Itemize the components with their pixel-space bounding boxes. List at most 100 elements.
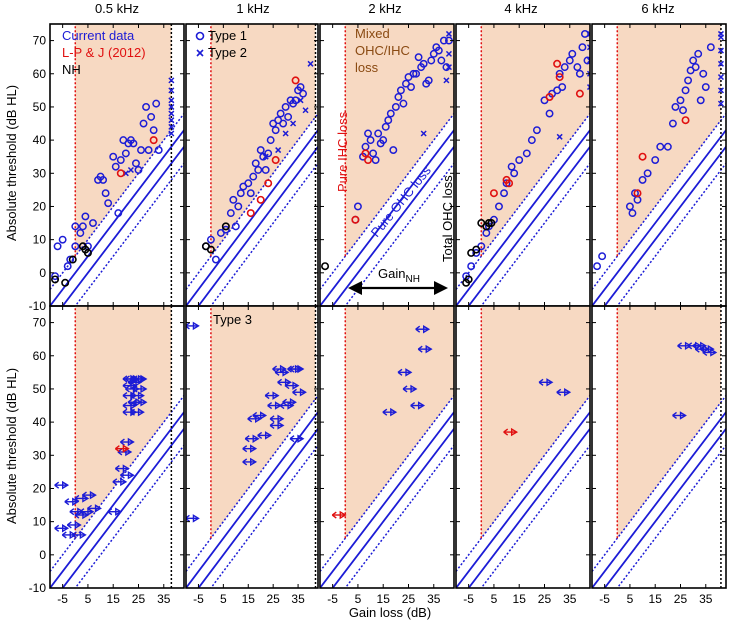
type2-point (717, 60, 724, 67)
y-tick-label: 10 (33, 515, 47, 529)
type1-point (249, 172, 258, 181)
panel-r0-c3 (455, 23, 591, 307)
type2-stroke (275, 147, 282, 154)
x-tick-label: 35 (699, 592, 713, 606)
type1-point (291, 96, 300, 105)
lpj-point (503, 427, 519, 437)
panel-inner (320, 306, 454, 588)
type2-point (586, 70, 590, 77)
type3-point (117, 447, 133, 457)
type1-point (111, 162, 120, 171)
y-tick-label: -10 (29, 581, 47, 595)
y-tick-label: 0 (39, 266, 46, 280)
type3-point-head (69, 508, 75, 516)
type1-point (364, 129, 372, 138)
type3-point-head (125, 385, 130, 393)
type3-point-head (122, 392, 128, 400)
legend-type1: Type 1 (208, 28, 247, 43)
panel-inner (186, 24, 318, 306)
type1-point (109, 152, 118, 161)
type1-point (244, 179, 253, 188)
type2-point (420, 130, 427, 137)
type3-point-head (87, 504, 92, 512)
type3-point-marker (390, 407, 398, 417)
gain-nh-label: GainNH (378, 266, 420, 285)
mixed-loss-region (481, 306, 590, 539)
gain-nh-arrow (348, 281, 448, 295)
type2-stroke (586, 72, 590, 77)
type2-stroke (127, 166, 134, 174)
panel-title-4: 6 kHz (641, 1, 674, 16)
y-tick-label: 70 (33, 34, 47, 48)
type3-point-marker (127, 470, 135, 480)
type3-point (107, 507, 123, 516)
type3-point-head (61, 531, 67, 539)
type3-point-head (64, 498, 70, 506)
lpj-point (351, 215, 360, 224)
type3-point (87, 504, 102, 513)
type3-point (267, 401, 283, 410)
type1-point (134, 166, 143, 174)
type2-point (586, 84, 590, 91)
type1-point (254, 166, 263, 174)
panel-inner (50, 24, 184, 306)
type1-point (211, 255, 220, 264)
type2-point (168, 117, 175, 124)
type1-point (568, 49, 577, 58)
type1-point (396, 86, 405, 95)
type3-point (74, 510, 90, 520)
type2-point (275, 147, 282, 154)
x-tick-label: 5 (627, 592, 634, 606)
type3-point (402, 384, 418, 394)
y-tick-label: 30 (33, 166, 47, 180)
type2-point (717, 100, 724, 107)
type3-point-head (538, 378, 544, 386)
panel-r1-c2: -5 5 15 25 35 (319, 305, 455, 606)
lpj-point (361, 149, 370, 158)
x-tick-label: 35 (563, 592, 577, 606)
type3-point-marker (282, 368, 290, 377)
type3-point-head (264, 392, 270, 400)
type3-point-head (694, 345, 700, 353)
type1-point (89, 219, 97, 228)
type2-stroke (168, 130, 175, 137)
gain-nh-label-main: Gain (378, 266, 405, 281)
ohc-upper-dotted-line (320, 113, 454, 290)
type3-point-head (402, 385, 408, 393)
pure-ohc-line (186, 129, 318, 306)
ohc-lower-dotted-line (344, 162, 454, 306)
type3-point (242, 457, 258, 467)
type3-point-head (247, 415, 253, 423)
type1-point (389, 146, 398, 155)
type2-point (168, 110, 175, 117)
type3-point (292, 388, 307, 397)
type3-point-head (114, 465, 120, 473)
type1-point (439, 36, 448, 45)
type1-point (101, 189, 110, 198)
type3-point-marker (564, 388, 572, 397)
type2-point (168, 123, 175, 130)
lpj-point (149, 136, 158, 145)
nh-point (321, 262, 330, 271)
mixed-loss-region (210, 306, 316, 539)
panel-r0-c0: -10 0 10 20 30 40 50 60 70 (29, 23, 185, 313)
type1-point (261, 166, 270, 174)
nh-point (464, 275, 473, 284)
x-tick-label: 35 (157, 592, 171, 606)
type1-point (671, 102, 680, 111)
type1-point (379, 136, 388, 145)
x-tick-label: -5 (193, 592, 204, 606)
mixed-label-2: OHC/IHC (355, 43, 410, 58)
type1-point (598, 252, 607, 261)
type1-point (689, 56, 698, 65)
type2-stroke (282, 130, 289, 137)
type2-stroke (168, 77, 175, 84)
x-tick-label: 5 (220, 592, 227, 606)
pure-ohc-line-2 (467, 428, 590, 588)
type2-point (282, 130, 289, 137)
type1-point (578, 43, 587, 52)
type3-point (269, 421, 285, 430)
ohc-upper-dotted-line (320, 395, 454, 572)
lpj-point-head (331, 511, 337, 519)
type2-point (445, 30, 452, 37)
